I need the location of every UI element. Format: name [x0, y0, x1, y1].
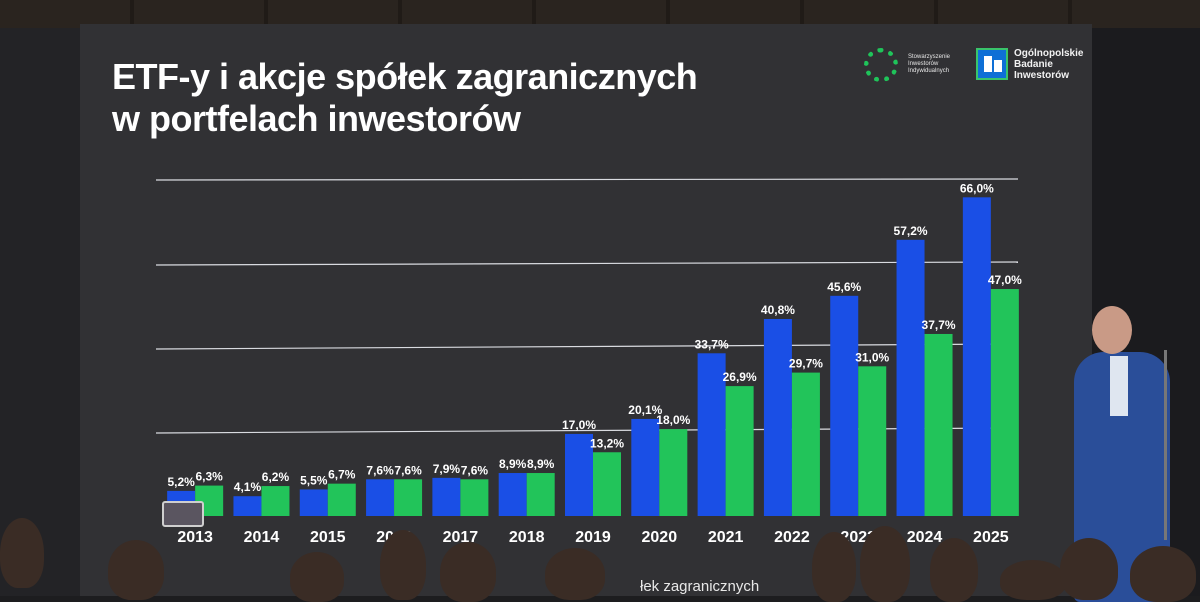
- obi-mark-icon: [976, 48, 1008, 80]
- bar-series-1: [565, 433, 593, 516]
- gridlines: [155, 178, 1019, 434]
- legend-fragment: łek zagranicznych: [640, 578, 760, 595]
- data-label: 6,2%: [262, 470, 290, 484]
- data-label: 37,7%: [922, 318, 956, 332]
- audience-head: [290, 552, 344, 602]
- audience-head: [545, 548, 605, 600]
- bar-series-2: [924, 333, 953, 516]
- data-label: 26,9%: [723, 370, 757, 384]
- slide-title-line1: ETF-y i akcje spółek zagranicznych: [112, 56, 698, 97]
- audience-head: [1130, 546, 1196, 602]
- bar-series-2: [460, 479, 489, 516]
- bar-series-1: [299, 489, 328, 516]
- bar-series-1: [366, 479, 395, 516]
- audience-head: [0, 518, 44, 588]
- x-tick-label: 2022: [774, 529, 810, 546]
- data-label: 57,2%: [894, 224, 928, 238]
- audience-head: [108, 540, 164, 600]
- bar-series-1: [233, 496, 262, 516]
- data-label: 4,1%: [234, 480, 262, 494]
- audience: [0, 512, 1200, 602]
- data-label: 45,6%: [827, 280, 861, 294]
- bar-series-2: [593, 452, 621, 516]
- gridline: [155, 261, 1019, 266]
- x-tick-label: 2015: [310, 529, 346, 546]
- audience-head: [1000, 560, 1066, 600]
- bars: [167, 197, 1019, 517]
- data-label: 5,5%: [300, 473, 328, 487]
- bar-series-2: [394, 479, 423, 516]
- data-label: 5,2%: [167, 475, 195, 489]
- ceiling-strip: [0, 0, 1200, 28]
- data-label: 7,6%: [394, 463, 422, 477]
- data-label: 6,3%: [195, 470, 223, 484]
- data-label: 8,9%: [499, 457, 527, 471]
- gridline: [155, 178, 1019, 181]
- bar-series-2: [526, 473, 555, 516]
- x-tick-label: 2024: [907, 529, 943, 546]
- data-label: 6,7%: [328, 468, 356, 482]
- microphone-stand: [1164, 350, 1167, 540]
- bar-series-2: [791, 372, 820, 516]
- presenter-shirt: [1110, 356, 1128, 416]
- x-tick-label: 2025: [973, 529, 1009, 546]
- obi-logo: Ogólnopolskie Badanie Inwestorów: [976, 46, 1086, 86]
- data-label: 8,9%: [527, 457, 555, 471]
- data-label: 47,0%: [988, 273, 1022, 287]
- sii-ring-icon: [864, 48, 898, 82]
- data-labels: 5,2% 6,3%4,1%6,2% 5,5% 6,7% 7,6% 7,6% 7,9% 7,6%…: [167, 181, 1022, 494]
- x-tick-label: 2020: [642, 529, 678, 546]
- data-label: 18,0%: [656, 413, 690, 427]
- bar-series-2: [725, 386, 754, 516]
- sii-logo: Stowarzyszenie Inwestorów Indywidualnych: [862, 46, 972, 92]
- presenter-head: [1092, 306, 1132, 354]
- x-tick-label: 2017: [443, 529, 479, 546]
- bar-series-2: [990, 289, 1019, 516]
- bar-series-2: [659, 429, 688, 516]
- x-tick-label: 2014: [244, 529, 280, 546]
- left-wall: [0, 28, 82, 596]
- bar-series-1: [498, 473, 527, 516]
- bar-series-1: [697, 353, 726, 516]
- bar-series-2: [327, 483, 356, 516]
- bar-series-1: [896, 239, 925, 516]
- bar-series-1: [830, 295, 859, 516]
- smartphone: [162, 501, 204, 527]
- data-label: 29,7%: [789, 357, 823, 371]
- x-tick-label: 2013: [177, 529, 213, 546]
- audience-head: [812, 532, 856, 602]
- data-label: 17,0%: [562, 418, 596, 432]
- audience-head: [440, 542, 496, 602]
- data-label: 20,1%: [628, 403, 662, 417]
- data-label: 7,6%: [461, 463, 489, 477]
- bar-series-1: [432, 477, 461, 516]
- data-label: 13,2%: [590, 436, 624, 450]
- audience-head: [380, 530, 426, 600]
- bar-series-2: [261, 486, 290, 516]
- sii-logo-text: Stowarzyszenie Inwestorów Indywidualnych: [908, 54, 951, 74]
- bar-series-1: [763, 318, 792, 516]
- slide-title-line2: w portfelach inwestorów: [112, 98, 521, 139]
- gridline: [155, 343, 1019, 350]
- bar-series-1: [631, 418, 660, 516]
- data-label: 7,6%: [366, 463, 394, 477]
- x-tick-label: 2021: [708, 529, 744, 546]
- x-tick-label: 2019: [575, 529, 611, 546]
- data-label: 66,0%: [960, 181, 994, 195]
- x-tick-label: 2018: [509, 529, 545, 546]
- data-label: 7,9%: [433, 462, 461, 476]
- slide-title: ETF-y i akcje spółek zagranicznych w por…: [112, 56, 698, 140]
- data-label: 40,8%: [761, 303, 795, 317]
- bar-series-1: [962, 197, 991, 517]
- data-label: 31,0%: [855, 350, 889, 364]
- audience-head: [1060, 538, 1118, 600]
- bar-series-2: [858, 366, 887, 516]
- obi-logo-text: Ogólnopolskie Badanie Inwestorów: [1014, 48, 1084, 81]
- audience-head: [860, 526, 910, 602]
- audience-head: [930, 538, 978, 602]
- data-label: 33,7%: [695, 337, 729, 351]
